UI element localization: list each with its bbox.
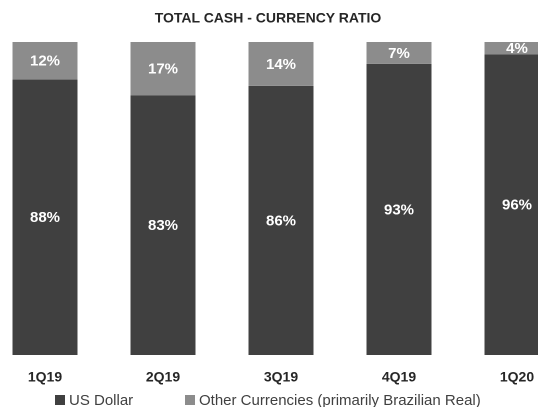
value-label: 17% [148, 61, 178, 78]
value-label: 83% [148, 217, 178, 234]
value-label: 88% [30, 209, 60, 226]
x-tick-label: 4Q19 [382, 369, 416, 385]
value-label: 86% [266, 212, 296, 229]
x-tick-label: 2Q19 [146, 369, 180, 385]
value-label: 14% [266, 56, 296, 73]
bar-segment [130, 95, 196, 356]
bar-segment [130, 42, 196, 96]
bar-segment [248, 42, 314, 86]
legend-label: Other Currencies (primarily Brazilian Re… [199, 392, 481, 407]
legend-swatch [185, 395, 195, 405]
bar-segment [248, 85, 314, 355]
bar-segment [484, 54, 538, 356]
bar-segment [12, 79, 78, 355]
chart-title: TOTAL CASH - CURRENCY RATIO [155, 10, 382, 26]
value-label: 7% [388, 45, 410, 62]
bar-segment [484, 42, 538, 55]
value-label: 4% [506, 40, 528, 57]
value-label: 96% [502, 197, 532, 214]
legend-label: US Dollar [69, 392, 133, 407]
x-tick-label: 1Q20 [500, 369, 534, 385]
legend-swatch [55, 395, 65, 405]
bar-segment [366, 63, 432, 355]
value-label: 93% [384, 201, 414, 218]
bar-segment [366, 42, 432, 64]
value-label: 12% [30, 53, 60, 70]
x-tick-label: 3Q19 [264, 369, 298, 385]
x-tick-label: 1Q19 [28, 369, 62, 385]
bar-segment [12, 42, 78, 80]
